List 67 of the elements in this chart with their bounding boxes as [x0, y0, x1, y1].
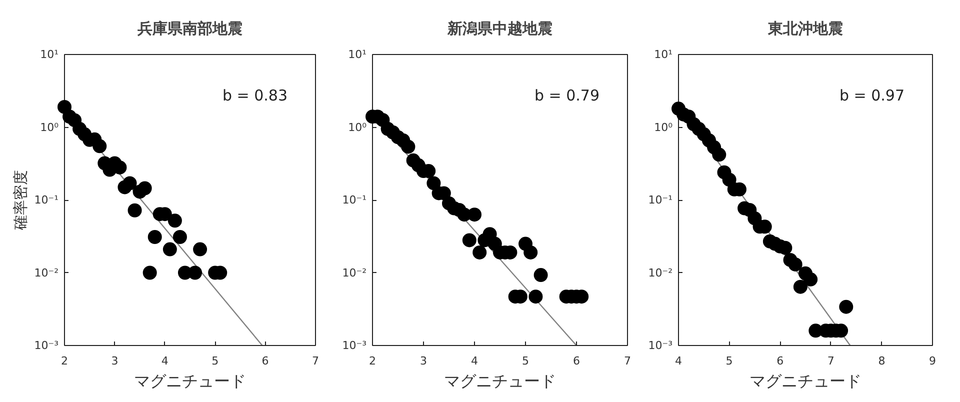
y-tick-label: 10⁻³: [648, 339, 673, 352]
y-axis-title: 確率密度: [11, 170, 30, 231]
point: [142, 266, 157, 280]
point: [793, 280, 808, 294]
x-tick-label: 5: [726, 354, 733, 368]
x-tick-label: 4: [161, 354, 168, 368]
x-tick-label: 8: [878, 354, 886, 368]
point: [172, 230, 187, 244]
chart-title: 東北沖地震: [767, 20, 843, 38]
y-tick-label: 10⁻¹: [34, 194, 59, 206]
chart-title: 新潟県中越地震: [446, 20, 552, 38]
point: [426, 176, 441, 190]
x-axis-title: マグニチュード: [750, 372, 862, 390]
point: [472, 245, 487, 260]
point: [401, 140, 416, 154]
x-axis-title: マグニチュード: [134, 372, 246, 390]
x-tick-label: 4: [471, 354, 478, 368]
point: [712, 148, 726, 162]
y-tick-label: 10¹: [40, 48, 59, 61]
x-tick-label: 5: [522, 354, 529, 368]
y-tick-label: 10⁻²: [648, 266, 673, 280]
y-tick-label: 10⁻³: [342, 339, 367, 352]
x-tick-label: 7: [827, 354, 834, 368]
point: [462, 233, 476, 248]
point: [168, 214, 182, 228]
chart-title: 兵庫県南部地震: [136, 20, 242, 38]
x-tick-label: 7: [312, 354, 319, 368]
y-tick-label: 10¹: [348, 48, 367, 61]
x-tick-label: 6: [262, 354, 269, 368]
y-tick-label: 10⁻¹: [342, 194, 367, 206]
point: [468, 208, 482, 222]
point: [122, 176, 137, 190]
point: [804, 272, 818, 286]
point: [839, 300, 854, 314]
annotation: b = 0.97: [839, 86, 905, 104]
y-tick-label: 10⁻¹: [648, 194, 673, 206]
point: [534, 268, 548, 282]
point: [193, 242, 208, 256]
point: [138, 181, 152, 196]
y-tick-label: 10⁰: [40, 120, 60, 134]
point: [92, 139, 107, 154]
point: [188, 266, 202, 280]
y-tick-label: 10¹: [654, 48, 673, 61]
x-tick-label: 7: [624, 354, 631, 368]
y-tick-label: 10⁻³: [34, 339, 59, 352]
point: [788, 257, 802, 272]
x-tick-label: 2: [61, 354, 68, 368]
y-tick-label: 10⁰: [654, 120, 674, 134]
y-tick-label: 10⁻²: [342, 266, 367, 280]
x-tick-label: 3: [111, 354, 118, 368]
y-tick-label: 10⁻²: [34, 266, 59, 280]
x-tick-label: 6: [776, 354, 784, 368]
x-axis-title: マグニチュード: [444, 372, 556, 390]
y-tick-label: 10⁰: [348, 120, 368, 134]
point: [148, 230, 162, 244]
point: [128, 203, 142, 218]
annotation: b = 0.83: [222, 86, 288, 104]
point: [162, 242, 177, 256]
x-tick-label: 5: [212, 354, 219, 368]
x-tick-label: 9: [929, 354, 936, 368]
point: [528, 290, 543, 304]
annotation: b = 0.79: [534, 86, 600, 104]
x-tick-label: 6: [573, 354, 580, 368]
x-tick-label: 4: [675, 354, 682, 368]
point: [524, 245, 538, 260]
x-tick-label: 2: [369, 354, 376, 368]
x-tick-label: 3: [420, 354, 427, 368]
